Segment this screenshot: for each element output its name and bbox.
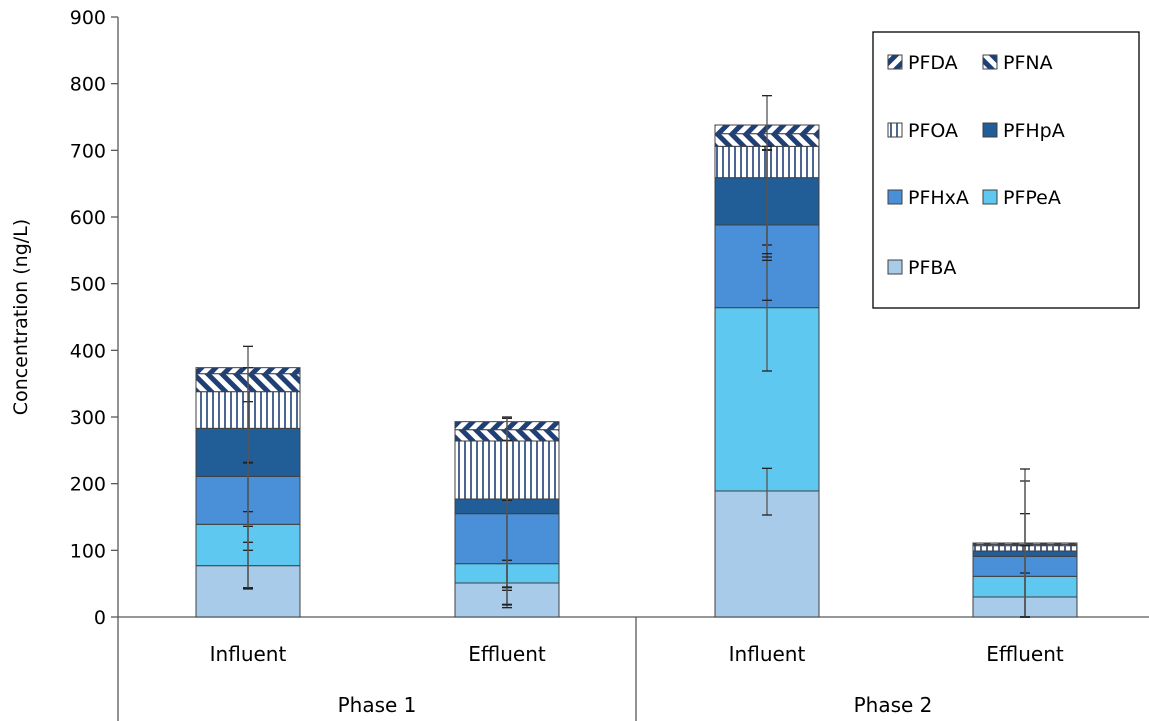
y-tick-label: 200 bbox=[70, 474, 106, 496]
x-category-label: Influent bbox=[729, 642, 806, 666]
y-axis-title: Concentration (ng/L) bbox=[10, 219, 32, 415]
x-axis-labels: Influent Effluent Influent Effluent Phase 1 P… bbox=[210, 642, 1064, 717]
legend-swatch-pfoa bbox=[887, 122, 903, 138]
legend-label-pfpea: PFPeA bbox=[1003, 187, 1061, 209]
y-tick-label: 0 bbox=[94, 607, 106, 629]
legend-label-pfna: PFNA bbox=[1003, 52, 1053, 74]
legend-swatch-pfna bbox=[982, 54, 998, 70]
legend: PFDA PFNA PFOA PFHpA PFHxA PFPeA PFBA bbox=[872, 31, 1140, 309]
legend-label-pfba: PFBA bbox=[908, 257, 956, 279]
axes: 0 100 200 300 400 500 600 700 800 900 bbox=[70, 7, 1149, 721]
legend-swatch-pfda bbox=[887, 54, 903, 70]
legend-box bbox=[872, 31, 1140, 309]
legend-swatch-pfhpa bbox=[982, 122, 998, 138]
y-tick-label: 900 bbox=[70, 7, 106, 29]
legend-label-pfhpa: PFHpA bbox=[1003, 120, 1065, 142]
x-group-label: Phase 2 bbox=[854, 693, 933, 717]
legend-swatch-pfba bbox=[887, 259, 903, 275]
y-tick-label: 300 bbox=[70, 407, 106, 429]
legend-swatch-pfhxa bbox=[887, 189, 903, 205]
x-group-label: Phase 1 bbox=[338, 693, 417, 717]
legend-label-pfhxa: PFHxA bbox=[908, 187, 969, 209]
y-tick-label: 700 bbox=[70, 140, 106, 162]
x-category-label: Effluent bbox=[468, 642, 546, 666]
y-tick-label: 400 bbox=[70, 340, 106, 362]
y-tick-label: 100 bbox=[70, 540, 106, 562]
y-tick-label: 800 bbox=[70, 74, 106, 96]
legend-swatch-pfpea bbox=[982, 189, 998, 205]
legend-label-pfoa: PFOA bbox=[908, 120, 958, 142]
y-tick-label: 500 bbox=[70, 274, 106, 296]
legend-label-pfda: PFDA bbox=[908, 52, 958, 74]
y-tick-label: 600 bbox=[70, 207, 106, 229]
x-category-label: Effluent bbox=[986, 642, 1064, 666]
x-category-label: Influent bbox=[210, 642, 287, 666]
error-bars bbox=[243, 95, 1030, 618]
